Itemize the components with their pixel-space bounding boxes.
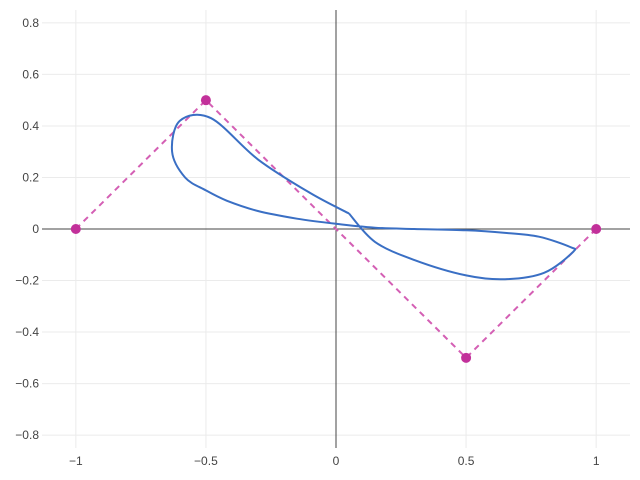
y-tick-label: −0.2: [15, 274, 39, 288]
x-tick-label: −0.5: [194, 454, 218, 468]
y-tick-label: 0.8: [22, 16, 39, 30]
control-polygon-line: [75, 98, 597, 360]
control-point: [461, 352, 472, 363]
plot-area: [70, 95, 602, 363]
y-axis-ticks: −0.8 −0.6 −0.4 −0.2 0 0.2 0.4 0.6 0.8: [15, 16, 39, 442]
y-tick-label: 0: [32, 222, 39, 236]
y-tick-label: 0.6: [22, 67, 39, 81]
y-tick-label: −0.4: [15, 325, 39, 339]
control-point: [70, 224, 81, 234]
x-tick-label: 0: [333, 454, 340, 468]
x-tick-label: 1: [593, 454, 600, 468]
x-tick-label: −1: [69, 454, 83, 468]
control-point: [200, 95, 211, 106]
y-tick-label: −0.8: [15, 428, 39, 442]
x-axis-ticks: −1 −0.5 0 0.5 1: [69, 454, 600, 468]
x-tick-label: 0.5: [458, 454, 475, 468]
curve-line: [170, 113, 577, 281]
y-tick-label: 0.2: [22, 170, 39, 184]
y-tick-label: −0.6: [15, 377, 39, 391]
control-point: [591, 224, 602, 234]
y-tick-label: 0.4: [22, 119, 39, 133]
